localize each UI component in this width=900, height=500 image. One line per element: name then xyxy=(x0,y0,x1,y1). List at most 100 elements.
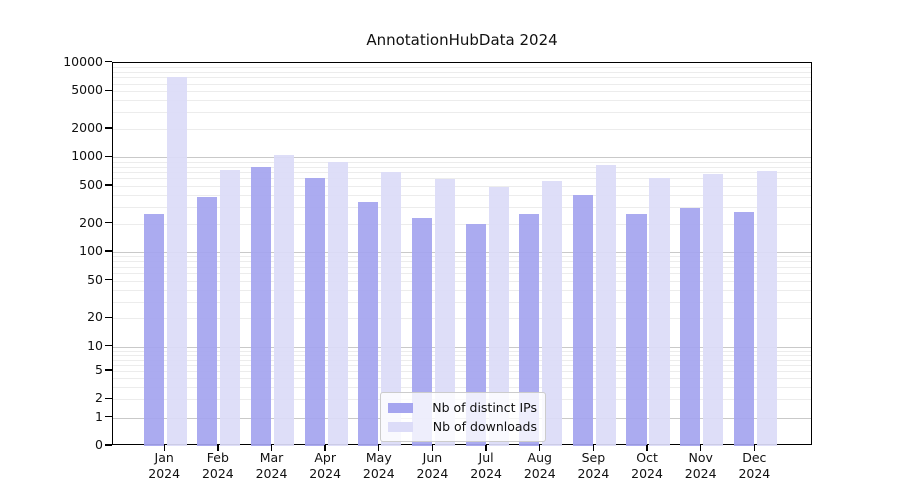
y-tick-mark-20 xyxy=(105,316,112,318)
bar-jan-downloads xyxy=(166,77,187,446)
bar-dec-downloads xyxy=(756,170,777,446)
bar-apr-distinct-ips xyxy=(304,178,325,446)
x-tick-label-jun: Jun 2024 xyxy=(416,450,449,481)
gridline-30 xyxy=(113,301,811,303)
y-tick-label-2: 2 xyxy=(95,390,103,406)
y-tick-mark-50 xyxy=(105,278,112,281)
bar-aug-distinct-ips xyxy=(519,214,540,446)
gridline-6 xyxy=(113,364,811,366)
y-tick-mark-5 xyxy=(105,369,112,371)
y-tick-mark-10000 xyxy=(105,61,112,63)
x-tick-label-jan: Jan 2024 xyxy=(148,450,181,481)
y-tick-mark-5000 xyxy=(105,89,112,91)
gridline-5000 xyxy=(113,91,811,93)
y-tick-label-5000: 5000 xyxy=(71,82,103,98)
bar-nov-downloads xyxy=(703,173,724,446)
x-tick-label-oct: Oct 2024 xyxy=(631,450,663,481)
gridline-900 xyxy=(113,161,811,163)
gridline-3000 xyxy=(113,112,811,114)
x-tick-label-feb: Feb 2024 xyxy=(201,450,234,481)
bar-feb-downloads xyxy=(220,170,241,446)
bar-oct-downloads xyxy=(649,178,670,446)
gridline-40 xyxy=(113,289,811,291)
y-tick-label-1000: 1000 xyxy=(71,148,103,164)
bar-aug-downloads xyxy=(542,181,563,446)
y-tick-label-20: 20 xyxy=(87,309,103,325)
x-tick-label-nov: Nov 2024 xyxy=(684,450,717,481)
bar-jul-distinct-ips xyxy=(465,223,486,446)
y-tick-label-500: 500 xyxy=(79,176,103,192)
gridline-10 xyxy=(113,346,811,348)
gridline-100 xyxy=(113,252,811,254)
legend-item-downloads: Nb of downloads xyxy=(388,417,537,436)
plot-area xyxy=(112,62,812,446)
bar-sep-distinct-ips xyxy=(572,195,593,446)
gridline-8 xyxy=(113,355,811,357)
legend-label-distinct-ips: Nb of distinct IPs xyxy=(432,400,537,415)
gridline-5 xyxy=(113,371,811,372)
y-tick-mark-2000 xyxy=(105,127,112,129)
x-tick-label-sep: Sep 2024 xyxy=(577,450,610,481)
gridline-4000 xyxy=(113,100,811,102)
bar-jun-distinct-ips xyxy=(411,217,433,446)
legend-swatch-distinct-ips xyxy=(388,402,413,413)
gridline-600 xyxy=(113,178,811,180)
gridline-9000 xyxy=(113,67,811,69)
bar-feb-distinct-ips xyxy=(197,197,218,446)
gridline-3 xyxy=(113,386,811,388)
x-tick-label-aug: Aug 2024 xyxy=(523,450,556,481)
gridline-50 xyxy=(113,280,811,282)
gridline-7 xyxy=(113,359,811,361)
bar-nov-distinct-ips xyxy=(680,208,701,446)
y-tick-mark-2 xyxy=(105,397,112,399)
bar-apr-downloads xyxy=(327,161,348,446)
y-tick-label-50: 50 xyxy=(87,271,103,287)
gridline-60 xyxy=(113,273,811,275)
x-tick-label-jul: Jul 2024 xyxy=(470,450,502,481)
y-tick-label-1: 1 xyxy=(95,408,103,424)
gridline-80 xyxy=(113,261,811,263)
legend: Nb of distinct IPs Nb of downloads xyxy=(380,392,546,442)
y-tick-label-10: 10 xyxy=(87,337,103,353)
gridline-1000 xyxy=(113,157,811,159)
bar-mar-distinct-ips xyxy=(250,166,272,446)
bar-may-distinct-ips xyxy=(358,201,379,446)
bar-jan-distinct-ips xyxy=(143,214,164,446)
gridline-6000 xyxy=(113,83,811,85)
y-tick-label-10000: 10000 xyxy=(63,53,103,69)
bar-oct-distinct-ips xyxy=(626,214,647,446)
gridline-800 xyxy=(113,166,811,168)
chart-title: AnnotationHubData 2024 xyxy=(366,31,558,49)
gridline-700 xyxy=(113,172,811,174)
gridline-400 xyxy=(113,195,811,197)
gridline-300 xyxy=(113,206,811,208)
gridline-2000 xyxy=(113,128,811,130)
bar-dec-distinct-ips xyxy=(733,212,754,446)
x-tick-label-mar: Mar 2024 xyxy=(255,450,288,481)
y-tick-mark-500 xyxy=(105,184,112,186)
gridline-500 xyxy=(113,185,811,187)
legend-label-downloads: Nb of downloads xyxy=(432,419,537,434)
x-tick-label-dec: Dec 2024 xyxy=(738,450,771,481)
legend-item-distinct-ips: Nb of distinct IPs xyxy=(388,398,537,417)
y-tick-mark-1000 xyxy=(105,155,112,158)
gridline-200 xyxy=(113,223,811,225)
gridline-70 xyxy=(113,266,811,268)
bar-may-downloads xyxy=(381,172,402,446)
bar-jul-downloads xyxy=(488,186,509,446)
gridline-20 xyxy=(113,318,811,320)
legend-swatch-downloads xyxy=(388,421,413,432)
bar-sep-downloads xyxy=(595,165,616,446)
y-tick-label-2000: 2000 xyxy=(71,119,103,135)
gridline-7000 xyxy=(113,77,811,79)
y-tick-mark-100 xyxy=(105,250,112,252)
x-tick-label-apr: Apr 2024 xyxy=(309,450,342,481)
bar-jun-downloads xyxy=(434,179,456,446)
gridline-8000 xyxy=(113,71,811,73)
bar-mar-downloads xyxy=(273,155,295,446)
y-tick-label-5: 5 xyxy=(95,362,103,377)
y-tick-mark-1 xyxy=(105,416,112,418)
y-tick-label-100: 100 xyxy=(79,243,103,259)
y-tick-label-0: 0 xyxy=(95,437,103,452)
